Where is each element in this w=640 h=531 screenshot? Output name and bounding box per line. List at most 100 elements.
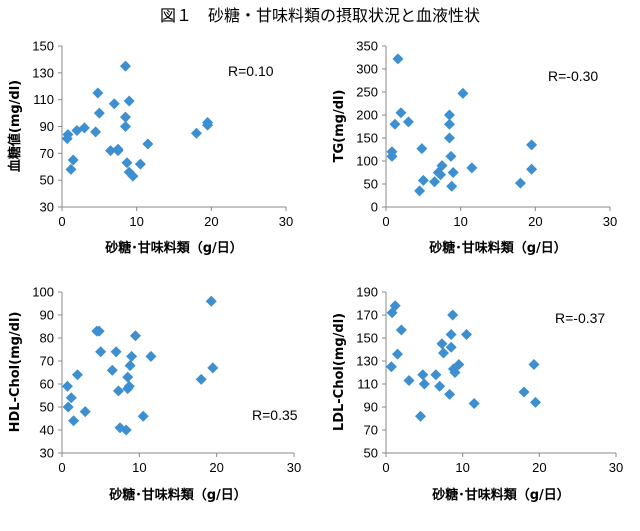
- data-point: [457, 87, 469, 99]
- chart-tg: 0 50 100 150 200 250 300 350 0 10 20 30 TG(mg/dl) 砂…: [332, 39, 617, 257]
- y-tick-label: 150: [356, 331, 378, 346]
- figure-title: 図１ 砂糖・甘味料類の摂取状況と血液性状: [159, 6, 480, 25]
- data-point: [95, 346, 107, 358]
- data-point: [402, 116, 414, 128]
- data-point: [434, 380, 446, 392]
- y-tick-label: 200: [356, 108, 378, 123]
- data-point: [389, 300, 401, 312]
- x-tick-label: 20: [528, 214, 542, 229]
- chart-hdl-chol: 30 40 50 60 70 80 90 100 0 10 20 30 HDL-Chol(mg/dl)…: [8, 285, 301, 504]
- y-tick-label: 70: [40, 354, 54, 369]
- data-point: [417, 369, 429, 381]
- data-point: [108, 98, 120, 110]
- y-tick-label: 130: [356, 354, 378, 369]
- x-axis-title: 砂糖･甘味料類（g/日）: [431, 487, 570, 503]
- y-axis-title: HDL-Chol(mg/dl): [8, 312, 23, 433]
- data-point: [466, 162, 478, 174]
- data-point: [65, 163, 77, 175]
- x-axis-title: 砂糖･甘味料類（g/日）: [104, 240, 243, 256]
- data-point: [443, 109, 455, 121]
- x-tick-label: 0: [58, 460, 65, 475]
- data-point: [528, 358, 540, 370]
- data-point: [62, 129, 74, 141]
- data-point: [119, 111, 131, 123]
- data-point: [119, 121, 131, 132]
- data-point: [93, 325, 105, 337]
- data-point: [92, 87, 104, 99]
- data-point: [68, 415, 80, 427]
- y-tick-label: 110: [357, 377, 378, 392]
- data-point: [386, 150, 398, 162]
- data-point: [446, 180, 458, 192]
- x-axis-title: 砂糖･甘味料類（g/日）: [108, 487, 247, 503]
- x-tick-label: 20: [209, 460, 223, 475]
- data-point: [137, 410, 149, 422]
- data-point: [418, 378, 430, 390]
- data-point: [435, 169, 447, 181]
- data-point: [514, 177, 526, 189]
- y-tick-label: 70: [40, 146, 54, 161]
- y-axis-title: 血糖値(mg/dl): [7, 80, 23, 172]
- y-tick-label: 40: [40, 423, 54, 438]
- data-point: [90, 126, 102, 138]
- data-point: [447, 167, 459, 178]
- data-point: [453, 358, 465, 370]
- y-tick-label: 250: [356, 85, 378, 100]
- data-point: [438, 347, 449, 359]
- data-point: [385, 361, 397, 373]
- x-tick-label: 30: [287, 460, 301, 475]
- data-point: [461, 329, 472, 341]
- data-point: [414, 185, 426, 197]
- data-point: [145, 350, 157, 362]
- data-point: [67, 154, 79, 166]
- y-tick-label: 90: [364, 400, 378, 415]
- x-tick-label: 10: [453, 214, 467, 229]
- data-point: [417, 174, 429, 186]
- y-tick-label: 50: [364, 446, 378, 461]
- data-point: [429, 176, 441, 188]
- y-tick-label: 80: [40, 331, 54, 346]
- data-point: [79, 406, 91, 418]
- y-tick-label: 50: [40, 400, 54, 415]
- data-point: [126, 350, 138, 362]
- y-axis-title: LDL-Chol(mg/dl): [332, 313, 347, 431]
- correlation-label: R=0.35: [252, 407, 298, 423]
- data-point: [123, 95, 135, 107]
- y-axis-title: TG(mg/dl): [332, 90, 347, 163]
- chart-blood-glucose: 30 50 70 90 110 130 150 0 10 20 30 血糖値(mg/dl) 砂糖･甘…: [7, 39, 293, 257]
- data-point: [436, 160, 448, 172]
- y-tick-label: 300: [356, 62, 378, 77]
- data-point: [443, 118, 455, 130]
- correlation-label: R=-0.37: [555, 310, 605, 326]
- data-point: [129, 330, 141, 342]
- data-point: [202, 119, 214, 131]
- correlation-label: R=0.10: [228, 63, 274, 79]
- data-point: [121, 157, 133, 169]
- data-point: [120, 424, 132, 436]
- data-point: [123, 380, 135, 392]
- y-tick-label: 30: [40, 200, 54, 215]
- data-point: [415, 410, 426, 422]
- data-point: [395, 324, 407, 336]
- data-point: [205, 295, 217, 307]
- data-point: [445, 150, 457, 162]
- data-point: [443, 132, 455, 144]
- data-point: [65, 392, 77, 404]
- data-point: [447, 309, 459, 321]
- data-point: [403, 375, 415, 387]
- y-tick-label: 30: [40, 446, 54, 461]
- data-point: [61, 380, 73, 392]
- correlation-label: R=-0.30: [548, 68, 598, 84]
- data-point: [389, 118, 401, 130]
- data-point: [445, 329, 457, 341]
- data-point: [71, 369, 83, 381]
- data-point: [119, 60, 131, 72]
- data-point: [416, 143, 428, 155]
- data-point: [122, 371, 134, 383]
- data-point: [436, 338, 448, 350]
- data-point: [395, 107, 407, 119]
- data-point: [526, 163, 538, 175]
- x-tick-label: 10: [132, 460, 146, 475]
- x-tick-label: 20: [532, 460, 546, 475]
